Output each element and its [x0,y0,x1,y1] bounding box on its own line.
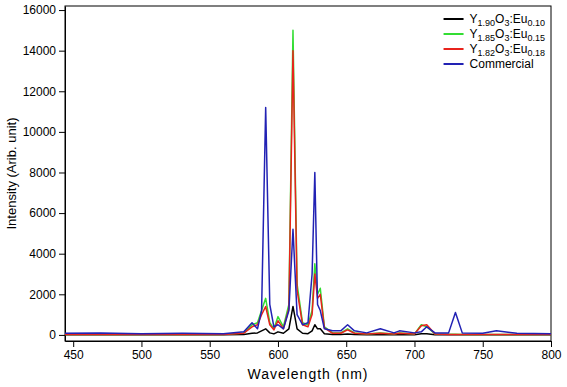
tick-label: 16000 [23,3,57,17]
tick-label: 800 [541,348,561,362]
text-run: Commercial [470,57,534,71]
tick-mark [59,91,65,92]
tick-mark [414,341,415,347]
lines [65,30,551,334]
legend-swatch [444,63,464,65]
tick-mark [59,132,65,133]
series-line [65,108,551,334]
tick: 10000 [23,125,65,139]
subscript: 0.10 [527,18,545,28]
axis-line [66,341,552,342]
legend-label: Y1.90O3:Eu0.10 [470,12,545,28]
tick-mark [59,213,65,214]
y-axis: 0 2000 4000 6000 8000 10000 12000 14000 16000 [23,3,66,342]
tick: 800 [541,341,561,362]
tick-mark [59,172,65,173]
tick-mark [141,341,142,347]
tick-label: 750 [473,348,493,362]
tick-label: 0 [49,328,56,342]
tick-label: 550 [200,348,220,362]
text-run: Y [470,42,478,56]
text-run: Y [470,27,478,41]
tick: 8000 [29,166,65,180]
text-run: O [495,12,504,26]
text-run: :Eu [509,27,527,41]
legend-label: Y1.82O3:Eu0.18 [470,42,545,58]
tick: 12000 [23,85,65,99]
subscript: 1.90 [478,18,496,28]
legend-swatch [444,18,464,20]
tick-label: 450 [64,348,84,362]
subscript: 0.15 [527,33,545,43]
legend-entry: Y1.85O3:Eu0.15 [444,27,545,43]
legend-swatch [444,48,464,50]
tick-label: 14000 [23,44,57,58]
legend-entry: Commercial [444,57,534,71]
plot: 4505005506006507007508000200040006000800… [23,3,562,361]
tick-label: 650 [337,348,357,362]
tick: 450 [64,341,84,362]
tick-mark [278,341,279,347]
tick: 2000 [29,288,65,302]
tick: 6000 [29,206,65,220]
tick-label: 8000 [29,166,56,180]
tick-mark [59,335,65,336]
text-run: :Eu [509,42,527,56]
series-line [65,30,551,334]
chart: 4505005506006507007508000200040006000800… [0,0,567,387]
tick: 500 [132,341,152,362]
legend-entry: Y1.82O3:Eu0.18 [444,42,545,58]
plot-frame [65,6,551,341]
tick-mark [483,341,484,347]
tick-mark [346,341,347,347]
tick: 14000 [23,44,65,58]
tick-label: 6000 [29,206,56,220]
tick-mark [73,341,74,347]
tick-label: 12000 [23,85,57,99]
legend: Y1.90O3:Eu0.10Y1.85O3:Eu0.15Y1.82O3:Eu0.… [444,12,545,71]
tick-mark [59,10,65,11]
x-axis-title: Wavelength (nm) [247,366,368,382]
tick-label: 500 [132,348,152,362]
text-run: O [495,42,504,56]
tick: 4000 [29,247,65,261]
y-axis-title: Intensity (Arib. unit) [4,118,19,230]
subscript: 1.85 [478,33,496,43]
text-run: O [495,27,504,41]
tick-mark [59,294,65,295]
tick-label: 2000 [29,288,56,302]
tick-label: 600 [268,348,288,362]
tick: 16000 [23,3,65,17]
tick: 550 [200,341,220,362]
tick: 600 [268,341,288,362]
x-axis: 450 500 550 600 650 700 750 800 [64,341,562,362]
tick-label: 4000 [29,247,56,261]
tick-label: 10000 [23,125,57,139]
tick-mark [551,341,552,347]
text-run: :Eu [509,12,527,26]
tick-mark [210,341,211,347]
tick: 0 [49,328,65,342]
tick-label: 700 [405,348,425,362]
tick: 650 [337,341,357,362]
tick: 750 [473,341,493,362]
legend-entry: Y1.90O3:Eu0.10 [444,12,545,28]
series-line [65,51,551,335]
legend-label: Commercial [470,57,534,71]
legend-label: Y1.85O3:Eu0.15 [470,27,545,43]
text-run: Y [470,12,478,26]
tick-mark [59,51,65,52]
axis-line [65,7,66,342]
legend-swatch [444,33,464,35]
tick: 700 [405,341,425,362]
tick-mark [59,254,65,255]
